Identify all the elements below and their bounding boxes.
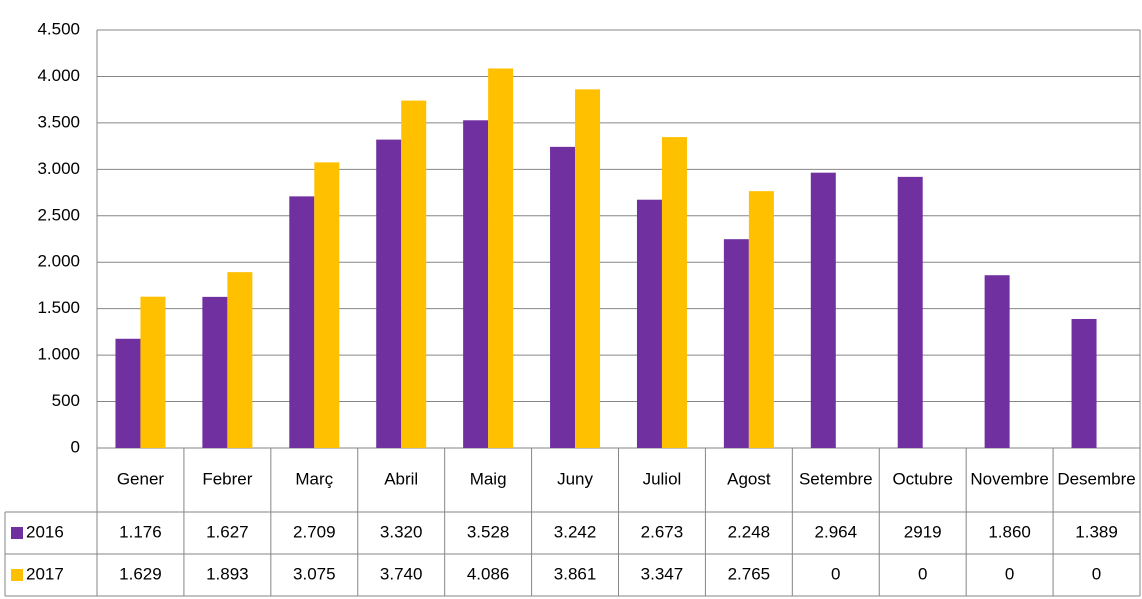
y-tick-label: 0: [71, 437, 80, 456]
data-label: 3.075: [293, 564, 336, 583]
y-tick-label: 4.000: [37, 66, 80, 85]
x-tick-label: Juny: [557, 469, 593, 488]
x-tick-label: Maig: [470, 469, 507, 488]
data-label: 1.860: [988, 522, 1031, 541]
data-label: 0: [918, 564, 927, 583]
bar: [723, 239, 749, 448]
x-tick-label: Febrer: [202, 469, 252, 488]
data-label: 2.673: [641, 522, 684, 541]
data-label: 1.389: [1075, 522, 1118, 541]
x-tick-label: Març: [295, 469, 333, 488]
data-label: 1.893: [206, 564, 249, 583]
data-label: 3.528: [467, 522, 510, 541]
data-label: 3.242: [554, 522, 597, 541]
bar: [984, 275, 1010, 448]
x-tick-label: Agost: [727, 469, 771, 488]
data-label: 3.861: [554, 564, 597, 583]
bar: [550, 146, 576, 448]
bar: [202, 296, 228, 448]
bar: [140, 296, 166, 448]
bar: [488, 68, 514, 449]
data-label: 0: [1092, 564, 1101, 583]
bar: [661, 137, 687, 448]
y-tick-label: 3.500: [37, 112, 80, 131]
bar: [897, 176, 923, 448]
data-label: 1.627: [206, 522, 249, 541]
data-label: 3.740: [380, 564, 423, 583]
bar: [376, 139, 402, 448]
data-label: 2.709: [293, 522, 336, 541]
bar: [463, 120, 489, 449]
bar: [289, 196, 315, 448]
data-label: 1.176: [119, 522, 162, 541]
bar: [810, 172, 836, 448]
legend-key: [11, 569, 23, 581]
bar: [636, 199, 662, 448]
y-tick-label: 3.000: [37, 159, 80, 178]
data-label: 3.320: [380, 522, 423, 541]
bar: [227, 272, 253, 448]
y-tick-label: 1.000: [37, 345, 80, 364]
data-label: 0: [1005, 564, 1014, 583]
data-label: 2.964: [815, 522, 858, 541]
data-label: 0: [831, 564, 840, 583]
bar: [401, 100, 427, 449]
legend-key: [11, 527, 23, 539]
x-tick-label: Octubre: [892, 469, 952, 488]
data-label: 2.248: [728, 522, 771, 541]
x-tick-label: Desembre: [1057, 469, 1135, 488]
y-tick-label: 2.000: [37, 252, 80, 271]
data-label: 1.629: [119, 564, 162, 583]
bar: [115, 338, 141, 448]
bar: [1071, 318, 1097, 448]
x-tick-label: Novembre: [970, 469, 1048, 488]
x-tick-label: Gener: [117, 469, 165, 488]
x-tick-label: Setembre: [799, 469, 873, 488]
data-label: 2.765: [728, 564, 771, 583]
y-tick-label: 1.500: [37, 298, 80, 317]
bar: [748, 191, 774, 448]
bar: [575, 89, 601, 448]
y-tick-label: 4.500: [37, 19, 80, 38]
x-tick-label: Juliol: [643, 469, 682, 488]
x-tick-label: Abril: [384, 469, 418, 488]
data-label: 4.086: [467, 564, 510, 583]
data-label: 2919: [904, 522, 942, 541]
legend-label: 2016: [26, 522, 64, 541]
legend-label: 2017: [26, 564, 64, 583]
bar: [314, 162, 340, 448]
y-tick-label: 500: [52, 391, 80, 410]
y-tick-label: 2.500: [37, 205, 80, 224]
data-label: 3.347: [641, 564, 684, 583]
